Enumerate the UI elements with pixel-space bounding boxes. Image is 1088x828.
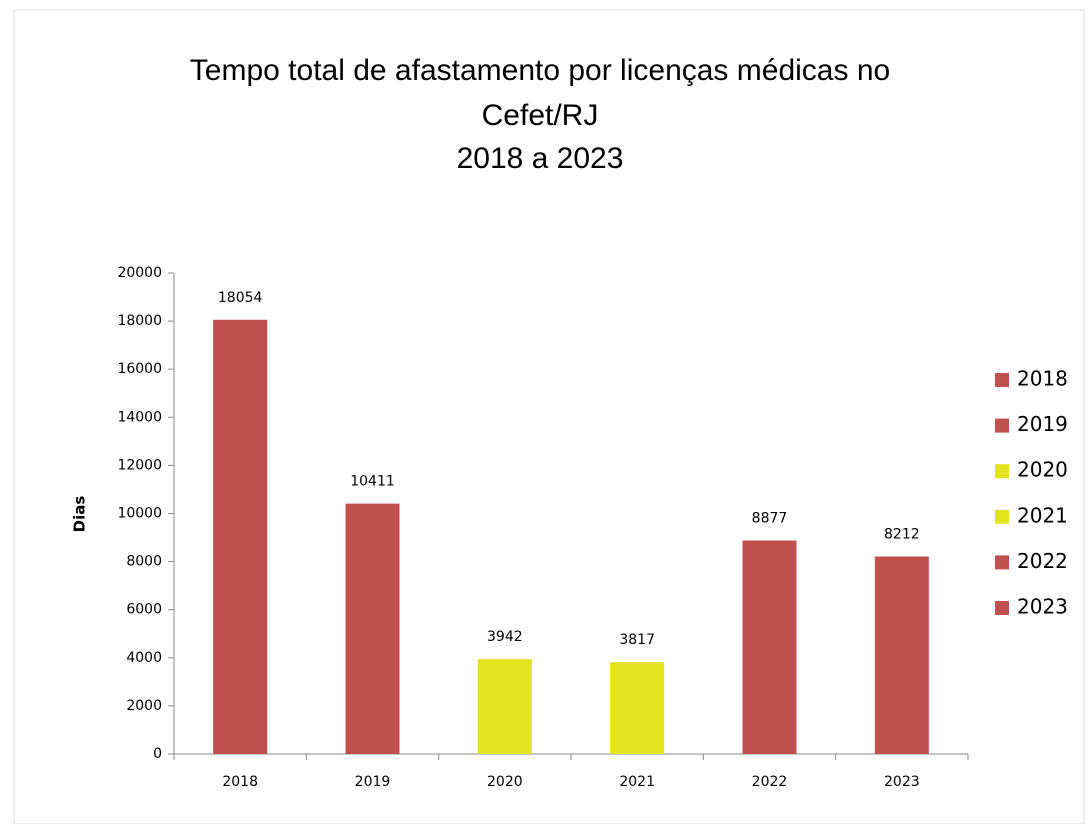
legend-label: 2022 [1017,549,1068,573]
legend-label: 2020 [1017,458,1068,482]
legend-swatch [995,464,1009,479]
y-tick-label: 10000 [117,506,162,522]
y-tick-label: 18000 [117,313,162,329]
legend-swatch [995,509,1009,524]
chart-title: Tempo total de afastamento por licenças … [190,54,890,87]
y-axis-label: Dias [71,496,89,533]
y-tick-label: 0 [153,746,162,762]
y-tick-label: 6000 [126,602,162,618]
legend-label: 2023 [1017,595,1068,619]
legend-label: 2021 [1017,503,1068,527]
legend-label: 2019 [1017,412,1068,436]
y-tick-label: 2000 [126,698,162,714]
bar [477,659,532,754]
data-label: 10411 [350,474,395,490]
bar [874,556,929,754]
bar [610,662,665,754]
chart-title: 2018 a 2023 [457,142,624,175]
x-tick-label: 2018 [222,774,258,790]
bar [742,540,797,754]
bar [213,319,268,754]
x-tick-label: 2021 [619,774,655,790]
legend-swatch [995,373,1009,387]
data-label: 3817 [619,632,655,648]
legend-swatch [995,555,1009,570]
legend-swatch [995,601,1009,615]
x-tick-label: 2019 [355,774,391,790]
y-tick-label: 16000 [117,361,162,377]
chart-title: Cefet/RJ [482,99,599,132]
y-tick-label: 4000 [126,650,162,666]
bar [345,503,400,754]
data-label: 8212 [884,527,920,543]
legend-label: 2018 [1017,367,1068,391]
y-tick-label: 8000 [126,554,162,570]
data-label: 18054 [218,290,263,306]
data-label: 3942 [487,629,523,645]
x-tick-label: 2022 [752,774,788,790]
y-tick-label: 20000 [117,265,162,281]
y-tick-label: 14000 [117,409,162,425]
x-tick-label: 2023 [884,774,920,790]
x-tick-label: 2020 [487,774,523,790]
y-tick-label: 12000 [117,457,162,473]
legend-swatch [995,418,1009,433]
data-label: 8877 [752,511,788,527]
